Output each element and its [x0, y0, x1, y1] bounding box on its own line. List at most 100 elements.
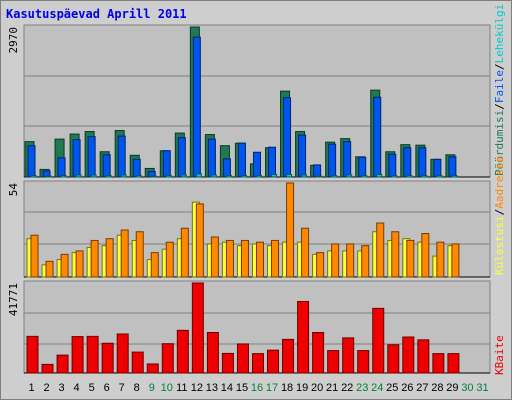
legend-top-2: Faile: [493, 70, 506, 103]
bar-middle-s2-day-17: [271, 239, 280, 278]
bar-middle-s2-day-9: [150, 252, 159, 278]
legend-top-separator: /: [493, 103, 506, 110]
bar-top-s2-day-8: [132, 158, 141, 178]
bar-bottom-s1-day-10: [161, 343, 174, 374]
x-tick-day-7: 7: [119, 382, 125, 394]
bar-top-s3-day-16: [255, 174, 262, 178]
bar-top-s3-day-11: [180, 174, 187, 178]
bar-middle-s2-day-20: [316, 252, 325, 278]
bar-top-s2-day-11: [177, 137, 186, 178]
bar-top-s3-day-5: [90, 174, 97, 178]
bar-top-s2-day-25: [388, 153, 397, 178]
bar-top-s3-day-8: [135, 174, 142, 178]
bar-top-s3-day-18: [286, 173, 293, 178]
bar-middle-s2-day-8: [135, 231, 144, 278]
bar-top-s2-day-27: [418, 147, 427, 178]
bar-middle-s2-day-19: [301, 227, 310, 278]
bar-top-s2-day-14: [222, 158, 231, 178]
bar-top-s3-day-19: [301, 174, 308, 178]
legend-middle-2: Aadresse: [493, 156, 506, 209]
bar-top-s2-day-1: [27, 145, 36, 178]
x-tick-day-29: 29: [446, 382, 458, 394]
x-tick-day-17: 17: [266, 382, 278, 394]
bar-top-s3-day-24: [376, 173, 383, 178]
x-tick-day-30: 30: [461, 382, 473, 394]
legend-top-separator: /: [493, 63, 506, 70]
x-tick-day-13: 13: [206, 382, 218, 394]
bar-middle-s2-day-7: [120, 229, 129, 278]
bar-top-s3-day-17: [271, 173, 278, 178]
bar-bottom-s1-day-22: [342, 337, 355, 374]
bar-top-s3-day-26: [406, 174, 413, 178]
legend-top-1: Pöördumisi: [493, 110, 506, 176]
x-tick-day-14: 14: [221, 382, 233, 394]
bar-middle-s2-day-27: [421, 232, 430, 278]
bar-bottom-s1-day-3: [56, 354, 69, 374]
bar-top-s3-day-23: [361, 174, 368, 178]
x-tick-day-2: 2: [43, 382, 49, 394]
y-max-label-middle: 54: [7, 183, 20, 197]
x-tick-day-8: 8: [134, 382, 140, 394]
legend-middle-1: Külastusi: [493, 215, 506, 275]
bar-top-s3-day-3: [60, 174, 67, 178]
y-max-label-top: 2970: [7, 27, 20, 54]
bar-top-s2-day-28: [433, 158, 442, 178]
bar-middle-s2-day-28: [436, 241, 445, 278]
bar-top-s2-day-5: [87, 136, 96, 178]
bar-middle-s2-day-23: [361, 245, 370, 278]
bar-bottom-s1-day-26: [402, 336, 415, 374]
bar-middle-s2-day-22: [346, 243, 355, 278]
chart-title: Kasutuspäevad Aprill 2011: [6, 7, 187, 21]
bar-middle-s2-day-16: [255, 241, 264, 278]
x-tick-day-10: 10: [161, 382, 173, 394]
bar-bottom-s1-day-2: [41, 363, 54, 374]
bar-bottom-s1-day-28: [432, 353, 445, 374]
x-tick-day-4: 4: [74, 382, 80, 394]
bar-top-s2-day-17: [268, 146, 277, 178]
bar-top-s2-day-26: [403, 147, 412, 178]
bar-middle-s2-day-12: [195, 203, 204, 278]
bar-top-s2-day-7: [117, 135, 126, 178]
bar-bottom-s1-day-4: [71, 336, 84, 374]
bar-top-s2-day-10: [162, 150, 171, 178]
bar-bottom-s1-day-25: [387, 344, 400, 374]
legend-bottom-1: KBaite: [493, 335, 506, 375]
bar-bottom-s1-day-24: [372, 307, 385, 374]
bar-top-s3-day-13: [210, 174, 217, 178]
x-tick-day-3: 3: [59, 382, 65, 394]
legend-top: Pöördumisi/Faile/Lehekülgi: [493, 4, 506, 176]
bar-middle-s2-day-4: [75, 250, 84, 278]
bar-top-s3-day-22: [346, 174, 353, 178]
x-tick-day-18: 18: [281, 382, 293, 394]
x-tick-day-12: 12: [191, 382, 203, 394]
x-tick-day-9: 9: [149, 382, 155, 394]
bar-top-s3-day-15: [240, 174, 247, 178]
x-tick-day-16: 16: [251, 382, 263, 394]
x-tick-day-27: 27: [416, 382, 428, 394]
bar-bottom-s1-day-27: [417, 339, 430, 374]
bar-middle-s2-day-15: [240, 239, 249, 278]
x-tick-day-21: 21: [326, 382, 338, 394]
bar-top-s3-day-14: [225, 174, 232, 178]
bar-bottom-s1-day-13: [206, 331, 219, 374]
bar-middle-s2-day-18: [286, 182, 295, 278]
bar-bottom-s1-day-15: [236, 343, 249, 374]
bar-top-s2-day-18: [283, 97, 292, 178]
bar-top-s2-day-15: [237, 142, 246, 178]
bar-top-s3-day-4: [75, 174, 82, 178]
bar-bottom-s1-day-21: [327, 350, 340, 374]
x-tick-day-31: 31: [476, 382, 488, 394]
bar-top-s2-day-22: [343, 141, 352, 178]
bar-middle-s2-day-3: [60, 253, 69, 278]
bar-top-s3-day-28: [436, 174, 443, 178]
bar-middle-s2-day-11: [180, 227, 189, 278]
y-max-label-bottom: 41771: [7, 283, 20, 316]
bar-top-s3-day-12: [195, 173, 202, 178]
bar-bottom-s1-day-23: [357, 350, 370, 374]
bar-bottom-s1-day-6: [101, 342, 114, 374]
legend-bottom: KBaite: [493, 335, 506, 375]
x-tick-day-19: 19: [296, 382, 308, 394]
bar-middle-s2-day-10: [165, 241, 174, 278]
x-tick-day-15: 15: [236, 382, 248, 394]
